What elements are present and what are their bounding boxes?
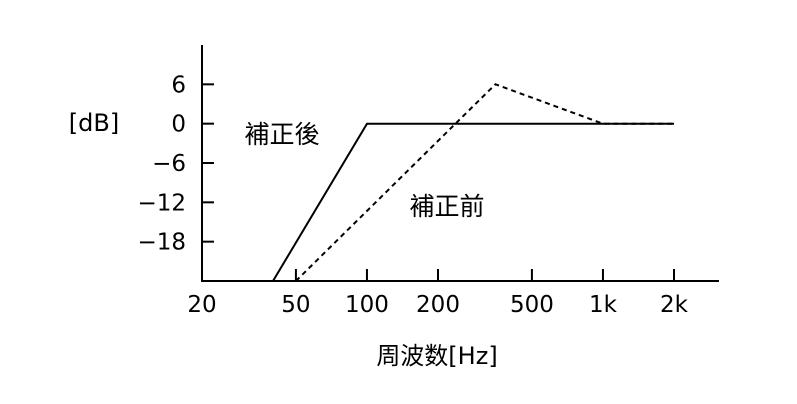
y-tick-label: −18 xyxy=(137,230,186,256)
x-tick-label: 500 xyxy=(510,292,554,318)
series-label-before: 補正前 xyxy=(409,192,484,221)
y-tick-label: 6 xyxy=(171,72,186,98)
y-tick-label: −12 xyxy=(137,190,186,216)
x-tick-label: 100 xyxy=(345,292,389,318)
x-tick-label: 1k xyxy=(589,292,618,318)
x-tick-label: 20 xyxy=(187,292,216,318)
x-tick-label: 50 xyxy=(281,292,310,318)
x-tick-label: 200 xyxy=(416,292,460,318)
series-line-before xyxy=(295,83,674,282)
x-tick-label: 2k xyxy=(660,292,689,318)
y-axis-label: [dB] xyxy=(69,109,119,137)
x-axis-label: 周波数[Hz] xyxy=(376,342,497,370)
series-line-after xyxy=(272,122,674,282)
series-label-after: 補正後 xyxy=(244,120,319,149)
y-tick-label: −6 xyxy=(152,151,186,177)
y-tick-label: 0 xyxy=(171,112,186,138)
